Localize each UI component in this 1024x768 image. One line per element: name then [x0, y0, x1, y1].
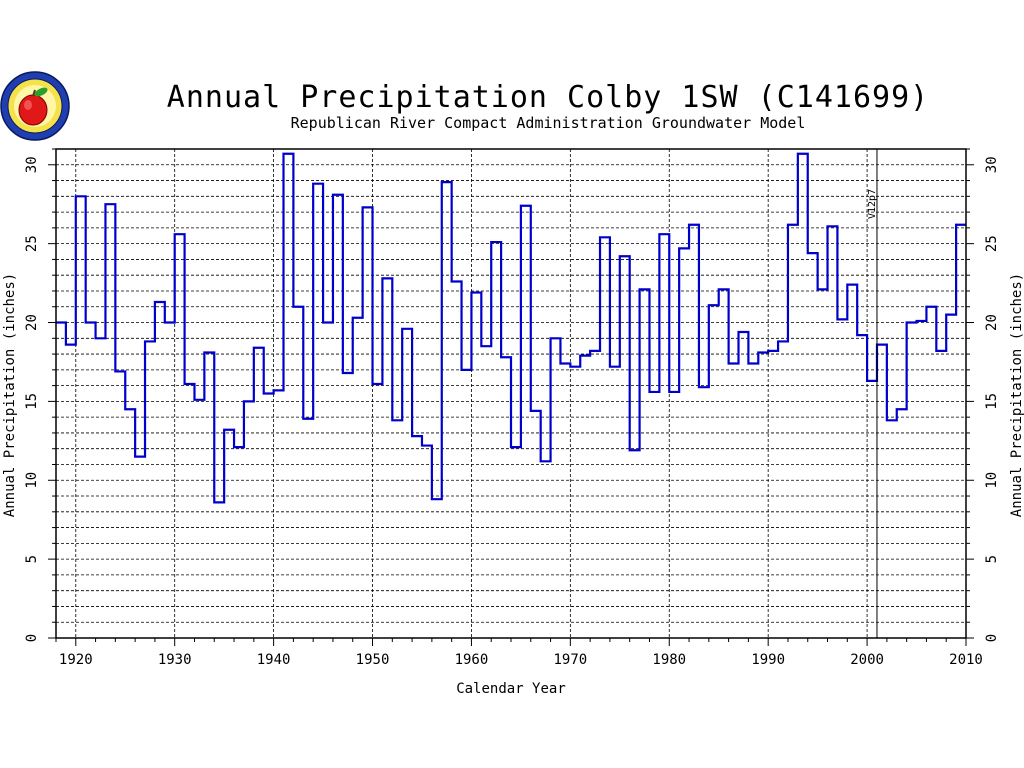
y-tick-label-right: 5 — [984, 555, 1000, 563]
y-axis-right: 0 5 10 15 20 25 30 — [966, 148, 1000, 642]
chart-subtitle: Republican River Compact Administration … — [291, 114, 806, 132]
x-tick-label: 1950 — [356, 652, 390, 668]
grid — [56, 149, 966, 638]
y-tick-label-right: 15 — [984, 393, 1000, 410]
y-axis-label-right: Annual Precipitation (inches) — [1009, 273, 1024, 517]
y-tick-label-left: 15 — [24, 393, 40, 410]
y-axis-label-left: Annual Precipitation (inches) — [2, 273, 18, 517]
y-tick-label-right: 30 — [984, 156, 1000, 173]
precipitation-series — [56, 152, 966, 504]
chart-title: Annual Precipitation Colby 1SW (C141699) — [167, 80, 929, 115]
y-tick-label-right: 0 — [984, 634, 1000, 642]
x-tick-label: 1980 — [652, 652, 686, 668]
y-tick-label-right: 10 — [984, 472, 1000, 489]
y-axis-left: 0 5 10 15 20 25 30 — [24, 148, 56, 642]
logo — [0, 71, 70, 141]
y-tick-label-left: 25 — [24, 235, 40, 252]
x-tick-label: 1970 — [553, 652, 587, 668]
x-tick-label: 1990 — [751, 652, 785, 668]
x-tick-label: 1940 — [257, 652, 291, 668]
y-tick-label-left: 30 — [24, 156, 40, 173]
y-tick-label-left: 20 — [24, 314, 40, 331]
y-tick-label-left: 0 — [24, 634, 40, 642]
x-axis: 1920 1930 1940 1950 1960 1970 1980 1990 2000 2010 — [55, 638, 983, 668]
x-tick-label: 2000 — [850, 652, 884, 668]
x-tick-label: 2010 — [949, 652, 983, 668]
y-tick-label-right: 25 — [984, 235, 1000, 252]
x-tick-label: 1960 — [455, 652, 489, 668]
y-tick-label-left: 10 — [24, 472, 40, 489]
y-tick-label-left: 5 — [24, 555, 40, 563]
y-tick-label-right: 20 — [984, 314, 1000, 331]
x-tick-label: 1920 — [59, 652, 93, 668]
x-axis-label: Calendar Year — [456, 681, 566, 697]
x-tick-label: 1930 — [158, 652, 192, 668]
v12p7-marker-label: V12p7 — [867, 189, 878, 219]
